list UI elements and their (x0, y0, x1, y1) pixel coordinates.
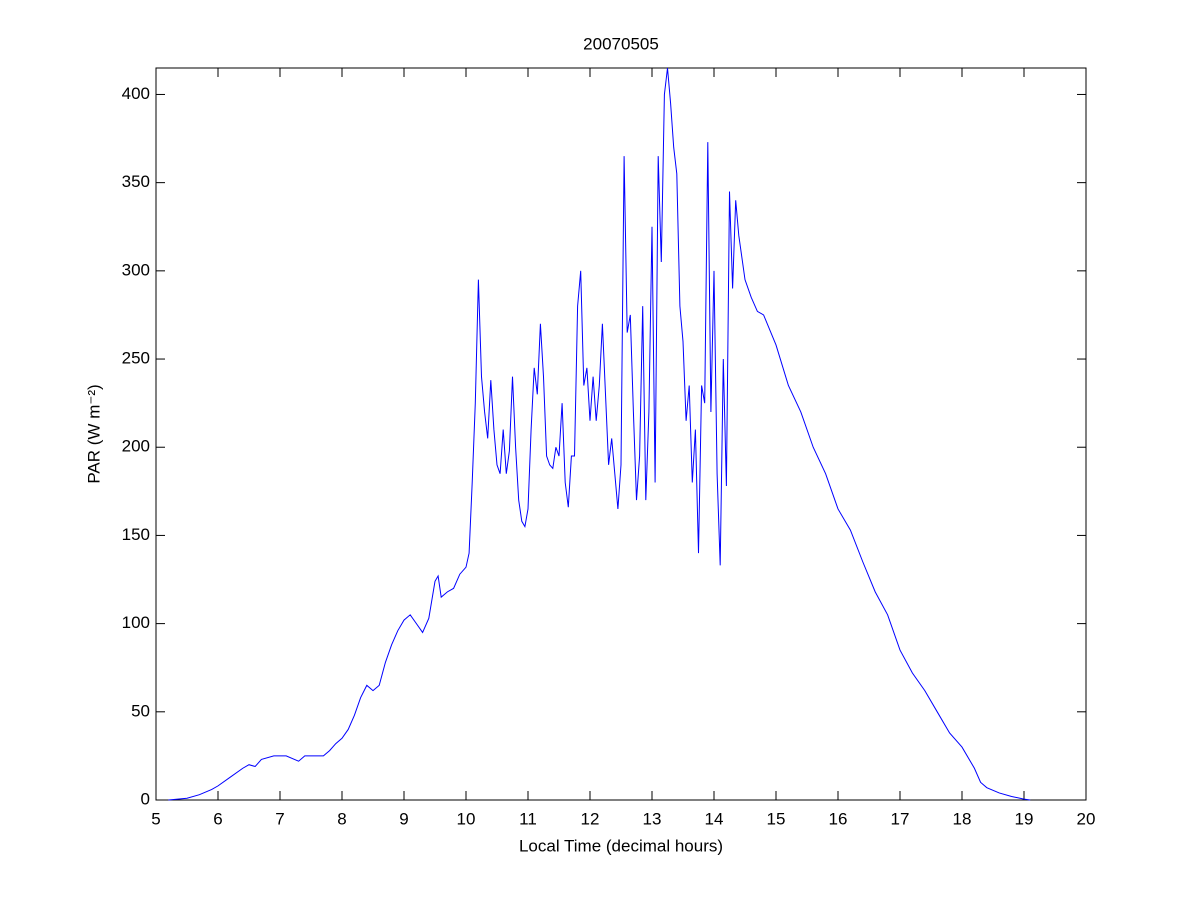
x-tick-label: 14 (705, 809, 724, 828)
y-tick-label: 0 (141, 789, 150, 808)
x-tick-label: 6 (213, 809, 222, 828)
y-tick-label: 350 (122, 172, 150, 191)
x-tick-label: 16 (829, 809, 848, 828)
x-tick-label: 13 (643, 809, 662, 828)
x-tick-label: 7 (275, 809, 284, 828)
y-tick-label: 250 (122, 349, 150, 368)
x-tick-label: 20 (1077, 809, 1096, 828)
x-tick-label: 15 (767, 809, 786, 828)
data-line (168, 67, 1031, 801)
y-tick-label: 200 (122, 437, 150, 456)
x-tick-label: 5 (151, 809, 160, 828)
y-axis-label: PAR (W m⁻²) (84, 384, 103, 483)
plot-frame (155, 67, 1087, 801)
x-tick-label: 11 (519, 809, 537, 828)
y-tick-label: 300 (122, 260, 150, 279)
y-tick-label: 100 (122, 613, 150, 632)
x-tick-label: 9 (399, 809, 408, 828)
y-tick-label: 400 (122, 84, 150, 103)
x-tick-label: 12 (581, 809, 600, 828)
x-tick-label: 10 (457, 809, 476, 828)
x-tick-label: 19 (1015, 809, 1034, 828)
y-tick-label: 150 (122, 525, 150, 544)
x-axis-label: Local Time (decimal hours) (519, 836, 723, 855)
y-tick-label: 50 (131, 701, 150, 720)
x-tick-label: 8 (337, 809, 346, 828)
chart-title: 20070505 (583, 34, 659, 53)
x-tick-label: 18 (953, 809, 972, 828)
x-tick-label: 17 (891, 809, 910, 828)
